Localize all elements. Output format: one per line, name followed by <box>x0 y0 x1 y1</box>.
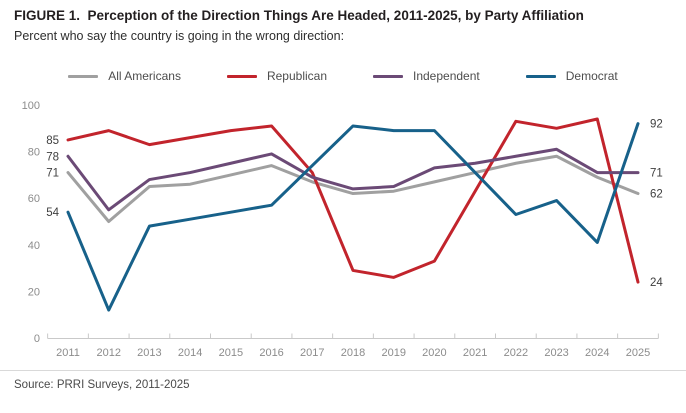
chart-subtitle: Percent who say the country is going in … <box>14 29 345 43</box>
series-line-republican <box>66 117 640 284</box>
x-axis-tick-label: 2012 <box>96 347 120 359</box>
start-value-label-all-americans: 71 <box>46 168 59 180</box>
x-axis-tick-label: 2025 <box>626 347 650 359</box>
end-value-label-independent: 71 <box>650 168 663 180</box>
start-value-label-republican: 85 <box>46 135 59 147</box>
y-axis-tick-label: 20 <box>28 286 40 298</box>
legend-label-all-americans: All Americans <box>108 69 181 83</box>
legend-label-republican: Republican <box>266 69 327 83</box>
x-axis-tick-label: 2016 <box>259 347 283 359</box>
x-axis-tick-label: 2024 <box>585 347 609 359</box>
chart-legend: All Americans Republican Independent Dem… <box>0 69 686 83</box>
legend-item-all-americans: All Americans <box>68 69 181 83</box>
series-line-all-americans <box>66 154 640 223</box>
x-axis-tick-label: 2014 <box>178 347 202 359</box>
x-axis-tick-label: 2013 <box>137 347 161 359</box>
end-value-label-all-americans: 62 <box>650 189 663 201</box>
x-axis-tick-label: 2018 <box>341 347 365 359</box>
x-axis-tick-label: 2023 <box>544 347 568 359</box>
legend-swatch-all-americans <box>68 74 99 78</box>
legend-item-independent: Independent <box>373 69 480 83</box>
footer-divider <box>0 370 686 371</box>
end-value-label-republican: 24 <box>650 277 663 289</box>
x-axis-tick-label: 2017 <box>300 347 324 359</box>
y-axis-tick-label: 100 <box>22 100 40 112</box>
legend-item-democrat: Democrat <box>525 69 618 83</box>
chart-title: FIGURE 1. Perception of the Direction Th… <box>14 8 584 23</box>
start-value-label-democrat: 54 <box>46 207 59 219</box>
legend-swatch-democrat <box>525 74 556 78</box>
x-axis-tick-label: 2015 <box>219 347 243 359</box>
series-line-independent <box>66 147 640 212</box>
y-axis-tick-label: 80 <box>28 147 40 159</box>
x-axis-tick-label: 2022 <box>504 347 528 359</box>
legend-swatch-republican <box>226 74 257 78</box>
x-axis-tick-label: 2021 <box>463 347 487 359</box>
legend-label-democrat: Democrat <box>565 69 618 83</box>
start-value-label-independent: 78 <box>46 151 59 163</box>
x-axis-tick-label: 2019 <box>381 347 405 359</box>
end-value-label-democrat: 92 <box>650 119 663 131</box>
legend-swatch-independent <box>373 74 403 78</box>
x-axis-tick-label: 2011 <box>56 347 80 359</box>
y-axis-tick-label: 40 <box>28 240 40 252</box>
source-note: Source: PRRI Surveys, 2011-2025 <box>14 379 190 391</box>
legend-item-republican: Republican <box>226 69 327 83</box>
series-line-democrat <box>66 122 640 312</box>
x-axis-tick-label: 2020 <box>422 347 446 359</box>
y-axis-tick-label: 60 <box>28 193 40 205</box>
y-axis-tick-label: 0 <box>34 333 40 345</box>
legend-label-independent: Independent <box>413 69 480 83</box>
